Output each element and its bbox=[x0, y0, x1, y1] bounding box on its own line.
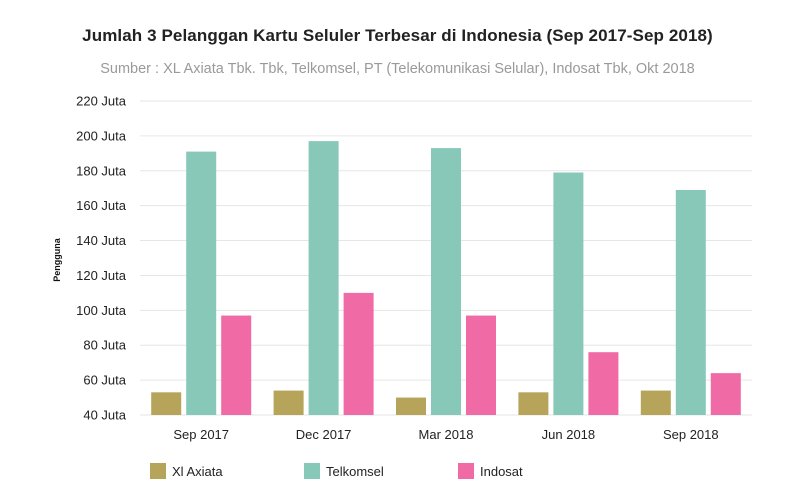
chart-title: Jumlah 3 Pelanggan Kartu Seluler Terbesa… bbox=[82, 26, 713, 45]
bar-telkomsel bbox=[308, 141, 339, 415]
legend-label: Xl Axiata bbox=[172, 464, 223, 479]
bar-telkomsel bbox=[431, 148, 461, 415]
bar-xl-axiata bbox=[396, 397, 426, 415]
bar-xl-axiata bbox=[518, 392, 549, 415]
x-tick-label: Mar 2018 bbox=[419, 427, 474, 442]
y-tick-label: 140 Juta bbox=[76, 233, 127, 248]
x-tick-label: Jun 2018 bbox=[542, 427, 596, 442]
bar-indosat bbox=[588, 352, 619, 415]
bar-indosat bbox=[343, 292, 374, 415]
x-tick-label: Dec 2017 bbox=[296, 427, 352, 442]
x-tick-label: Sep 2018 bbox=[663, 427, 719, 442]
chart-subtitle: Sumber : XL Axiata Tbk. Tbk, Telkomsel, … bbox=[100, 61, 695, 77]
y-tick-label: 40 Juta bbox=[83, 408, 126, 423]
legend: Xl Axiata Telkomsel Indosat bbox=[150, 463, 523, 479]
y-tick-label: 180 Juta bbox=[76, 163, 127, 178]
legend-swatch bbox=[304, 463, 320, 479]
y-tick-label: 120 Juta bbox=[76, 268, 127, 283]
x-axis-ticks: Sep 2017 Dec 2017 Mar 2018 Jun 2018 Sep 2018 bbox=[173, 427, 718, 442]
legend-label: Indosat bbox=[480, 464, 523, 479]
bar-indosat bbox=[466, 315, 496, 415]
bar-telkomsel bbox=[675, 189, 706, 415]
y-axis-label: Pengguna bbox=[52, 237, 62, 281]
legend-swatch bbox=[458, 463, 474, 479]
bar-telkomsel bbox=[553, 172, 584, 415]
y-tick-label: 220 Juta bbox=[76, 94, 127, 109]
bars bbox=[151, 141, 741, 416]
y-tick-label: 60 Juta bbox=[83, 373, 126, 388]
bar-xl-axiata bbox=[273, 390, 304, 415]
legend-label: Telkomsel bbox=[326, 464, 384, 479]
y-axis-ticks: 40 Juta 60 Juta 80 Juta 100 Juta 120 Juta 140… bbox=[76, 94, 127, 423]
y-tick-label: 200 Juta bbox=[76, 128, 127, 143]
y-tick-label: 100 Juta bbox=[76, 303, 127, 318]
y-tick-label: 80 Juta bbox=[83, 338, 126, 353]
bar-xl-axiata bbox=[151, 392, 182, 415]
bar-indosat bbox=[710, 373, 741, 415]
bar-indosat bbox=[221, 315, 252, 415]
legend-swatch bbox=[150, 463, 166, 479]
y-tick-label: 160 Juta bbox=[76, 198, 127, 213]
x-tick-label: Sep 2017 bbox=[173, 427, 229, 442]
bar-telkomsel bbox=[186, 151, 217, 416]
bar-xl-axiata bbox=[640, 390, 671, 415]
